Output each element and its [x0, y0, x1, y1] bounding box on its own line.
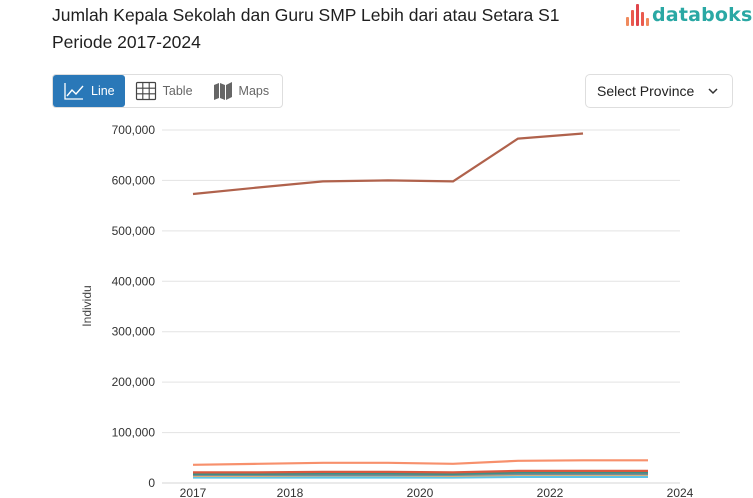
- x-tick-label: 2018: [277, 486, 304, 498]
- view-tabs: Line Table Maps: [52, 74, 283, 108]
- y-tick-label: 700,000: [112, 123, 156, 137]
- x-axis-ticks: 2017 2018 2020 2022 2024: [180, 486, 694, 498]
- y-tick-label: 100,000: [112, 426, 156, 440]
- tab-maps[interactable]: Maps: [203, 75, 280, 107]
- series-line[interactable]: [193, 472, 648, 476]
- tab-line[interactable]: Line: [53, 75, 125, 107]
- province-select-label: Select Province: [597, 83, 695, 99]
- y-tick-label: 0: [148, 476, 155, 490]
- table-grid-icon: [135, 81, 156, 101]
- series-line[interactable]: [193, 469, 648, 474]
- bars-logo-icon: [626, 4, 649, 26]
- chevron-down-icon: [708, 88, 718, 95]
- y-tick-label: 300,000: [112, 325, 156, 339]
- y-tick-label: 400,000: [112, 274, 156, 288]
- tab-line-label: Line: [91, 84, 115, 98]
- y-tick-label: 600,000: [112, 173, 156, 187]
- databoks-logo[interactable]: databoks: [626, 4, 753, 26]
- y-tick-label: 500,000: [112, 224, 156, 238]
- logo-text: databoks: [652, 4, 753, 26]
- series-line[interactable]: [192, 459, 648, 466]
- chart-title: Jumlah Kepala Sekolah dan Guru SMP Lebih…: [52, 5, 560, 52]
- x-tick-label: 2017: [180, 486, 207, 498]
- series-line[interactable]: [193, 473, 648, 477]
- map-icon: [213, 82, 232, 100]
- tab-table[interactable]: Table: [125, 75, 203, 107]
- y-axis-label: Individu: [80, 285, 94, 326]
- series-line[interactable]: [192, 132, 584, 196]
- province-select[interactable]: Select Province: [585, 74, 733, 108]
- series-line[interactable]: [193, 475, 648, 479]
- y-tick-label: 200,000: [112, 375, 156, 389]
- x-tick-label: 2024: [667, 486, 694, 498]
- line-chart-icon: [64, 83, 84, 100]
- x-tick-label: 2020: [407, 486, 434, 498]
- x-tick-label: 2022: [537, 486, 564, 498]
- tab-maps-label: Maps: [238, 84, 270, 98]
- chart-series: [192, 132, 648, 479]
- y-axis-ticks: 0 100,000 200,000 300,000 400,000 500,000 600,…: [112, 123, 156, 490]
- chart-grid: [162, 129, 680, 484]
- series-line[interactable]: [193, 471, 648, 475]
- tab-table-label: Table: [162, 84, 193, 98]
